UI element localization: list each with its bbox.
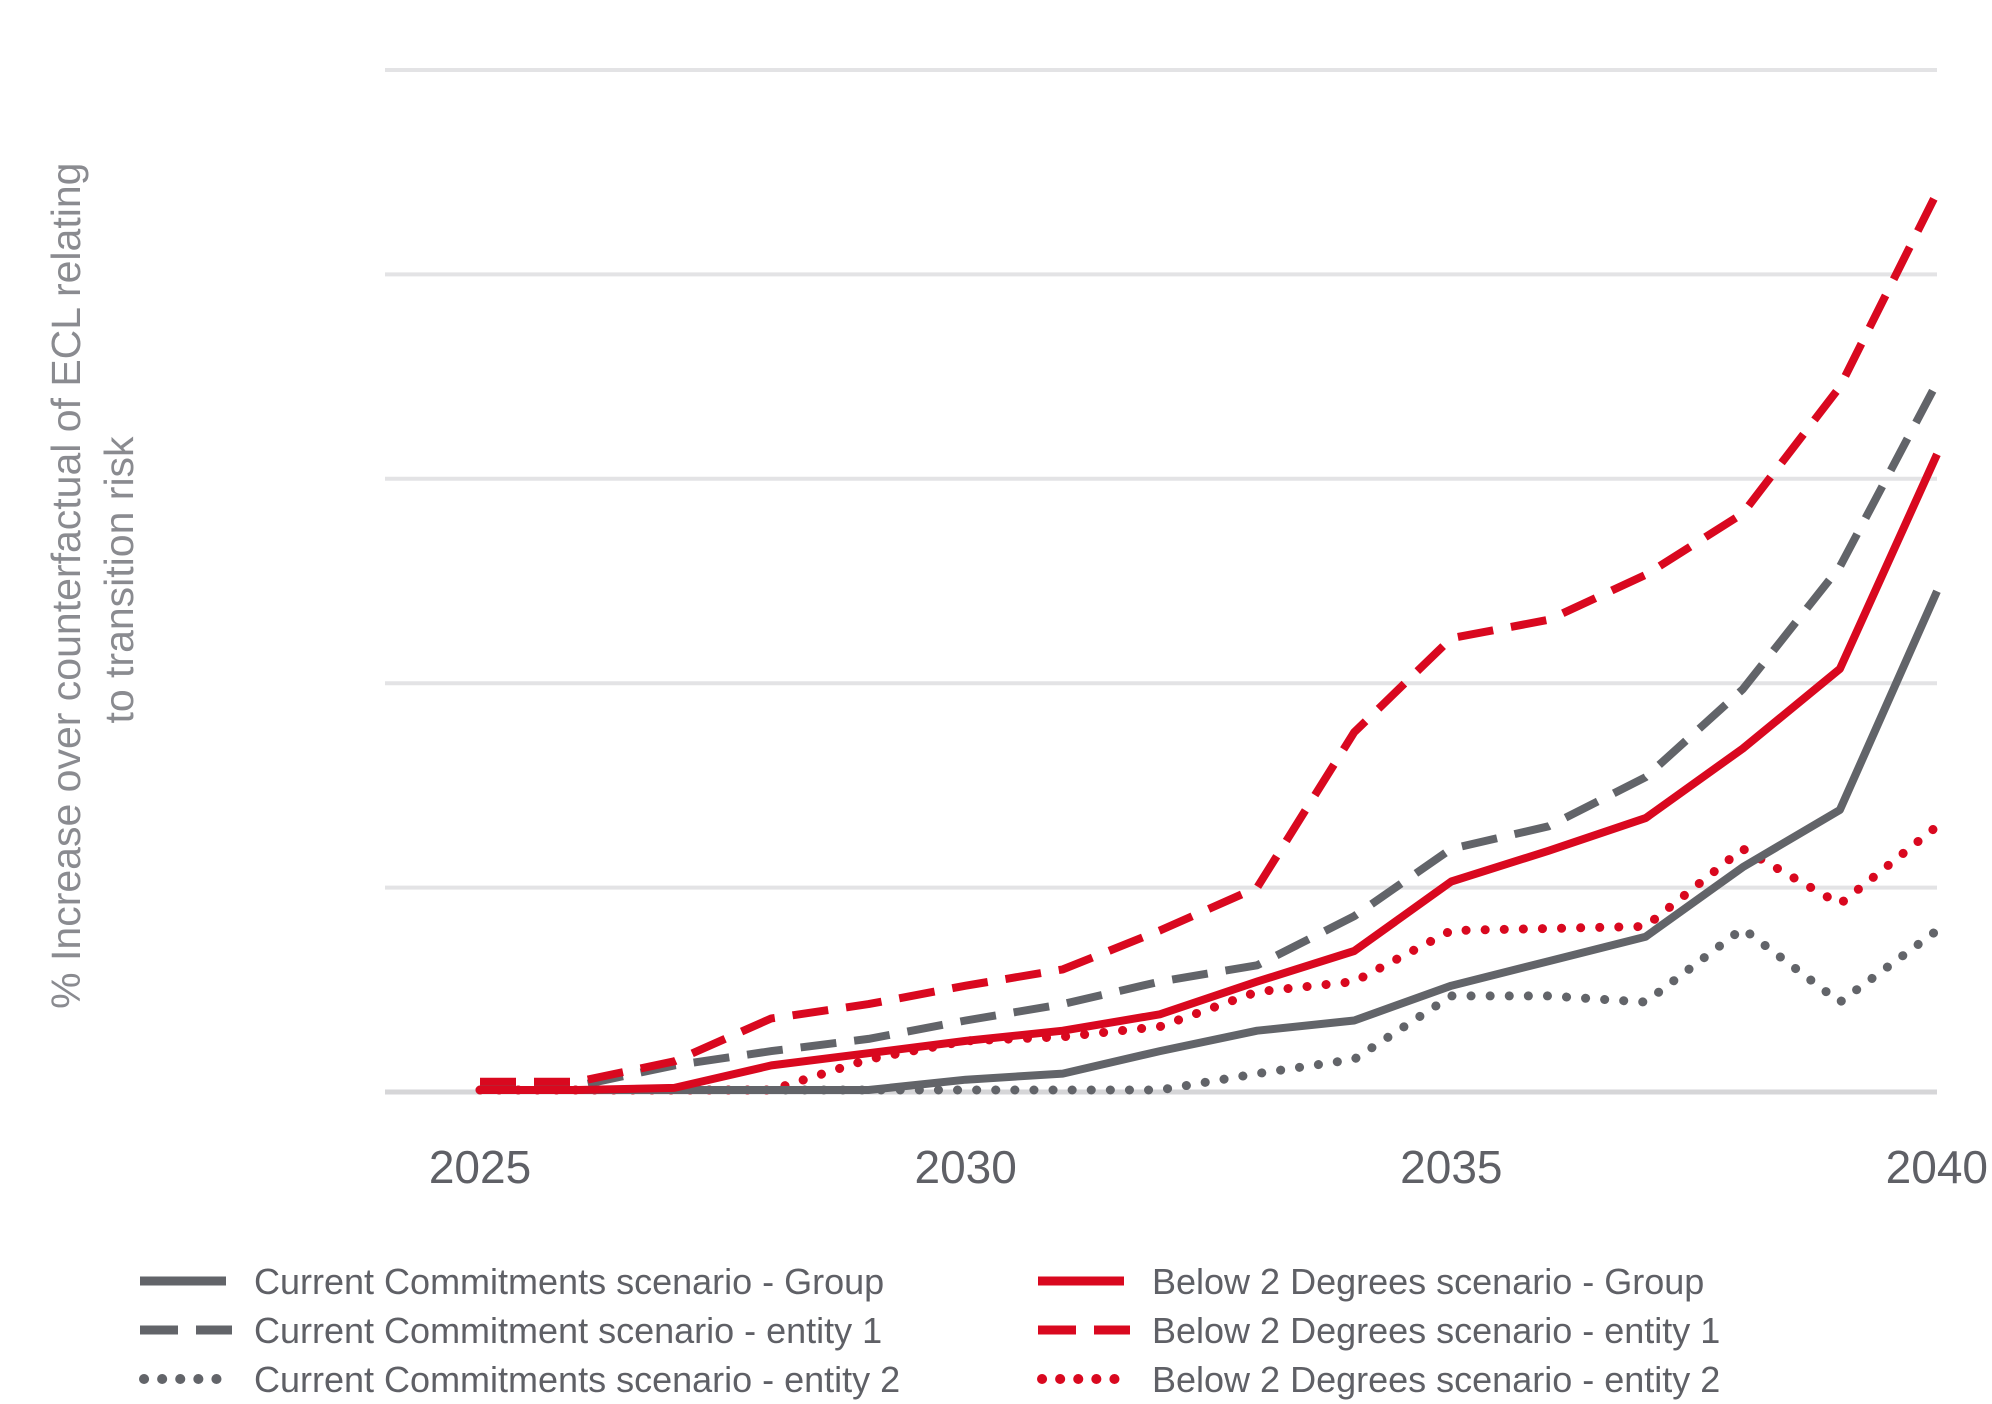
x-tick-label-2030: 2030: [914, 1141, 1016, 1193]
y-axis-title: % Increase over counterfactual of ECL re…: [43, 151, 142, 1009]
y-axis-title-line-1: % Increase over counterfactual of ECL re…: [43, 163, 89, 1009]
legend-label-6: Below 2 Degrees scenario - entity 2: [1152, 1359, 1720, 1400]
legend-label-4: Below 2 Degrees scenario - Group: [1152, 1261, 1704, 1302]
gridlines: [385, 68, 1937, 1095]
legend-label-1: Current Commitments scenario - Group: [254, 1261, 884, 1302]
x-axis-tick-labels: 2025 2030 2035 2040: [429, 1141, 1988, 1193]
x-tick-label-2025: 2025: [429, 1141, 531, 1193]
x-tick-label-2040: 2040: [1886, 1141, 1988, 1193]
y-axis-title-line-2: to transition risk: [96, 436, 142, 724]
series-line-3: [475, 924, 1942, 1095]
series-line-5: [480, 190, 1941, 1086]
legend-label-2: Current Commitment scenario - entity 1: [254, 1310, 882, 1351]
series-lines: [475, 190, 1942, 1095]
x-tick-label-2035: 2035: [1400, 1141, 1502, 1193]
legend: Current Commitments scenario - Group Curr…: [139, 1261, 1720, 1400]
series-line-4: [480, 452, 1941, 1094]
series-line-1: [480, 589, 1941, 1094]
legend-label-5: Below 2 Degrees scenario - entity 1: [1152, 1310, 1720, 1351]
series-line-2: [480, 380, 1941, 1090]
legend-label-3: Current Commitments scenario - entity 2: [254, 1359, 900, 1400]
